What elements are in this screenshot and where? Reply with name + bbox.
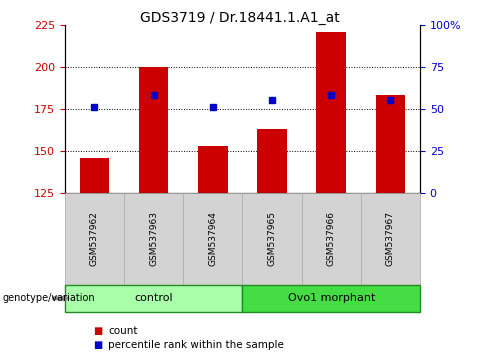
Text: GSM537964: GSM537964 [208, 211, 217, 267]
Text: percentile rank within the sample: percentile rank within the sample [108, 340, 284, 350]
Text: count: count [108, 326, 137, 336]
Text: genotype/variation: genotype/variation [2, 293, 95, 303]
Text: ■: ■ [94, 340, 103, 350]
Bar [316, 32, 346, 193]
Text: GSM537967: GSM537967 [386, 211, 395, 267]
Bar [376, 95, 405, 193]
Bar [257, 129, 287, 193]
Text: control: control [134, 293, 173, 303]
Text: ■: ■ [94, 326, 103, 336]
Bar [139, 67, 168, 193]
Text: Ovo1 morphant: Ovo1 morphant [288, 293, 375, 303]
Text: GDS3719 / Dr.18441.1.A1_at: GDS3719 / Dr.18441.1.A1_at [140, 11, 340, 25]
Bar [198, 146, 228, 193]
Text: GSM537962: GSM537962 [90, 211, 99, 267]
Text: GSM537966: GSM537966 [327, 211, 336, 267]
Text: GSM537963: GSM537963 [149, 211, 158, 267]
Bar [80, 158, 109, 193]
Text: GSM537965: GSM537965 [267, 211, 276, 267]
